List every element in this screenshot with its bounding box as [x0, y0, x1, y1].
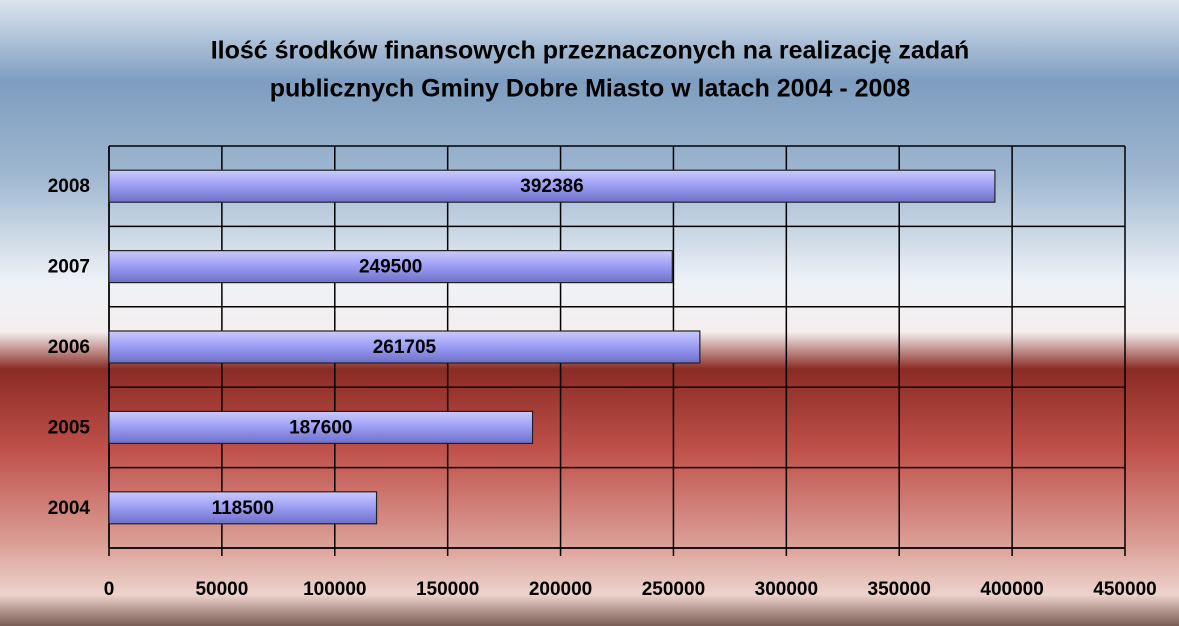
bar [108, 491, 378, 525]
value-label: 392386 [520, 176, 583, 197]
x-tick-label: 100000 [303, 579, 366, 600]
x-tick-label: 250000 [642, 579, 705, 600]
y-tick-label: 2004 [48, 498, 91, 519]
x-tick-label: 150000 [416, 579, 479, 600]
x-tick-label: 350000 [868, 579, 931, 600]
x-tick-label: 200000 [529, 579, 592, 600]
y-tick-label: 2006 [48, 337, 90, 358]
chart-title: Ilość środków finansowych przeznaczonych… [211, 37, 970, 65]
x-tick-label: 50000 [195, 579, 248, 600]
x-tick-label: 450000 [1093, 579, 1156, 600]
bar [108, 169, 996, 203]
bar [108, 250, 673, 284]
bar [108, 330, 701, 364]
value-label: 261705 [373, 337, 437, 358]
x-tick-label: 300000 [755, 579, 818, 600]
value-label: 118500 [212, 498, 274, 519]
value-label: 249500 [359, 257, 422, 278]
y-tick-label: 2007 [48, 257, 90, 278]
bar [108, 410, 534, 444]
chart-title: publicznych Gminy Dobre Miasto w latach … [270, 75, 911, 103]
y-tick-label: 2008 [48, 176, 90, 197]
value-label: 187600 [289, 417, 352, 438]
y-tick-label: 2005 [48, 417, 91, 438]
x-tick-label: 400000 [980, 579, 1043, 600]
x-tick-label: 0 [104, 579, 115, 600]
